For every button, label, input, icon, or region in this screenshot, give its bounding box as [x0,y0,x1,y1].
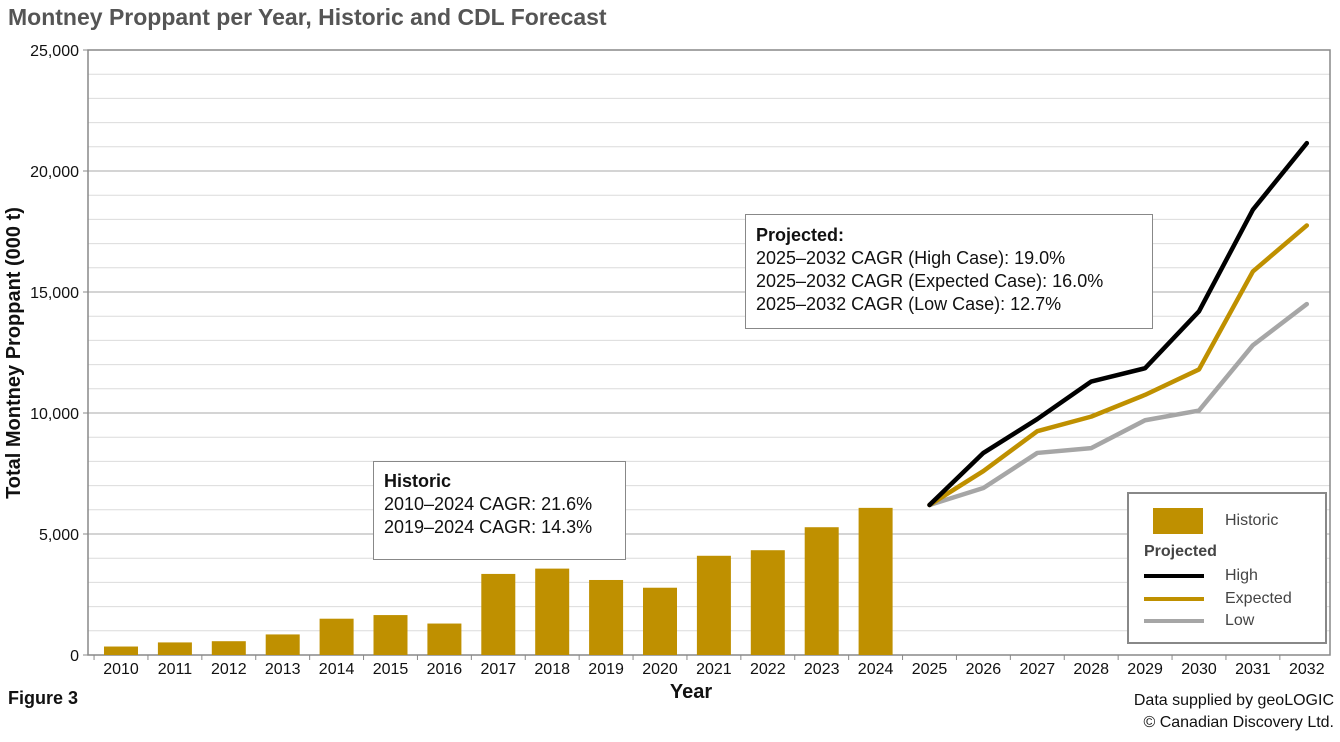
x-tick-label: 2010 [103,661,139,678]
x-tick-label: 2031 [1235,661,1271,678]
bar-2024 [858,507,893,655]
x-tick-label: 2020 [642,661,678,678]
x-tick-label: 2012 [211,661,247,678]
x-tick-label: 2021 [696,661,732,678]
bar-2017 [481,573,516,655]
bar-2022 [750,550,785,655]
y-tick-label: 5,000 [39,527,79,544]
bar-2012 [211,641,246,655]
credit-copyright: © Canadian Discovery Ltd. [1143,714,1334,731]
x-tick-label: 2017 [481,661,517,678]
historic-annotation-heading: Historic [384,471,452,491]
chart-title: Montney Proppant per Year, Historic and … [8,4,607,30]
historic-annotation: Historic 2010–2024 CAGR: 21.6% 2019–2024… [373,461,626,560]
bar-2018 [535,568,570,655]
historic-cagr-2010-2024: 2010–2024 CAGR: 21.6% [384,494,593,514]
figure-label: Figure 3 [8,688,79,708]
y-tick-label: 10,000 [30,406,79,423]
projected-cagr-high: 2025–2032 CAGR (High Case): 19.0% [756,248,1066,268]
projected-cagr-low: 2025–2032 CAGR (Low Case): 12.7% [756,294,1062,314]
legend-high-label: High [1225,567,1258,584]
x-axis-label: Year [670,681,712,703]
bar-2020 [643,587,677,655]
x-tick-label: 2029 [1127,661,1163,678]
legend-historic-swatch [1153,508,1203,534]
x-tick-label: 2024 [858,661,894,678]
legend-low-label: Low [1225,612,1255,629]
x-tick-label: 2032 [1289,661,1325,678]
projected-annotation-heading: Projected: [756,225,845,245]
projected-lines [927,140,1310,508]
chart-legend: Historic Projected High Expected Low [1127,492,1327,644]
legend-high-swatch [1144,574,1204,578]
x-tick-label: 2019 [588,661,624,678]
y-axis-ticks: 0 5,000 10,000 15,000 20,000 25,000 [30,43,88,665]
y-axis-label: Total Montney Proppant (000 t) [3,207,25,499]
bar-2015 [373,615,408,655]
x-tick-label: 2011 [158,661,193,678]
bar-2014 [319,618,354,655]
x-tick-label: 2025 [912,661,948,678]
x-tick-label: 2022 [750,661,786,678]
x-axis-ticks: 2010 2011 2012 2013 2014 2015 2016 2017 2018 2019… [93,655,1325,678]
historic-cagr-2019-2024: 2019–2024 CAGR: 14.3% [384,517,593,537]
bar-2011 [157,642,192,655]
x-tick-label: 2015 [373,661,409,678]
projected-cagr-expected: 2025–2032 CAGR (Expected Case): 16.0% [756,271,1104,291]
bar-2010 [104,646,138,655]
line-low [927,301,1310,508]
grid-lines [88,73,1330,632]
y-tick-label: 0 [70,648,79,665]
bar-2013 [265,634,300,655]
bar-2023 [804,527,839,655]
x-tick-label: 2013 [265,661,301,678]
y-tick-label: 15,000 [30,285,79,302]
y-tick-label: 20,000 [30,164,79,181]
x-tick-label: 2027 [1020,661,1056,678]
legend-low-swatch [1144,619,1204,623]
x-tick-label: 2014 [319,661,355,678]
credit-data-source: Data supplied by geoLOGIC [1133,692,1334,709]
x-tick-label: 2018 [534,661,570,678]
legend-expected-label: Expected [1225,590,1292,607]
line-expected [927,223,1310,508]
projected-annotation: Projected: 2025–2032 CAGR (High Case): 1… [745,214,1153,329]
bar-2016 [427,623,462,655]
x-tick-label: 2030 [1181,661,1217,678]
bar-2021 [696,555,731,655]
legend-projected-heading: Projected [1144,543,1217,560]
credits: Data supplied by geoLOGIC © Canadian Dis… [1134,690,1334,734]
x-tick-label: 2028 [1073,661,1109,678]
x-tick-label: 2016 [427,661,463,678]
x-tick-label: 2026 [966,661,1002,678]
bar-2019 [589,579,624,655]
line-high [927,140,1310,508]
historic-bars [104,507,893,655]
x-tick-label: 2023 [804,661,840,678]
legend-expected-swatch [1144,597,1204,601]
legend-historic-label: Historic [1225,512,1279,529]
y-tick-label: 25,000 [30,43,79,60]
